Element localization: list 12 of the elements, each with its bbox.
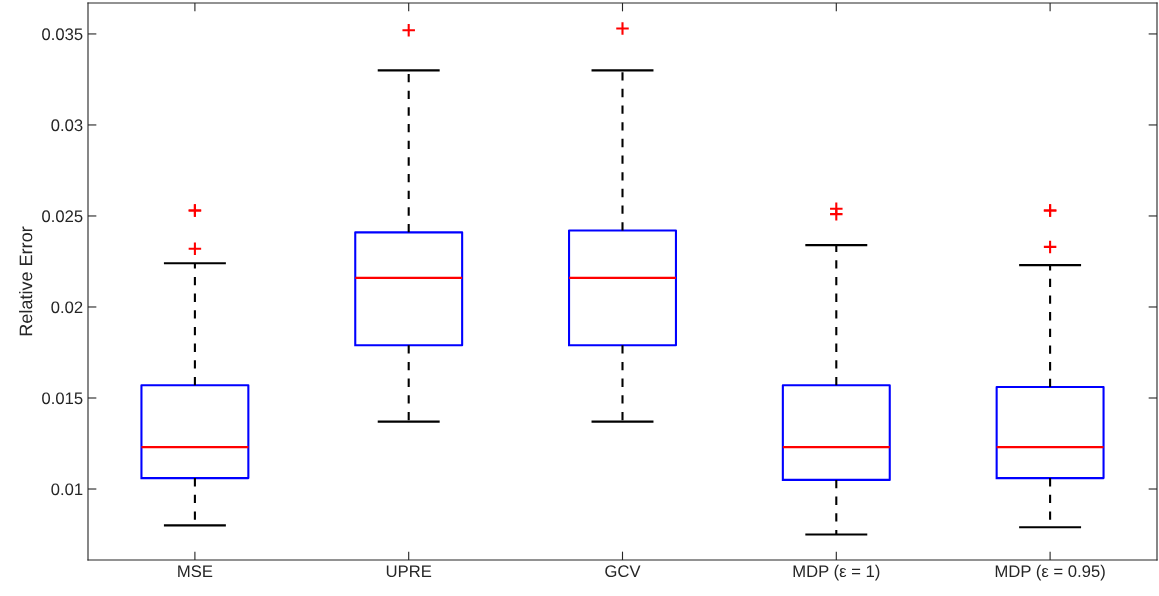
y-tick-label: 0.02	[51, 301, 83, 314]
x-tick-label: MDP (ε = 1)	[793, 564, 880, 581]
y-axis-title: Relative Error	[19, 226, 33, 336]
x-tick-label: MSE	[178, 565, 213, 578]
y-tick-label: 0.01	[51, 483, 83, 496]
y-tick-label: 0.015	[42, 392, 83, 405]
y-tick-label: 0.025	[42, 210, 83, 223]
y-tick-label: 0.035	[42, 28, 83, 41]
x-tick-label: MDP (ε = 0.95)	[995, 564, 1105, 581]
x-tick-label: UPRE	[386, 565, 432, 578]
y-tick-label: 0.03	[51, 119, 83, 132]
x-tick-label: GCV	[605, 565, 641, 578]
